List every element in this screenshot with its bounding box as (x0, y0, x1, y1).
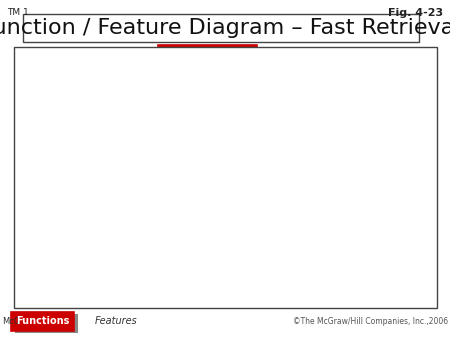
Text: Link to Component DRW: Link to Component DRW (117, 89, 211, 98)
Text: Web Based Access: Web Based Access (162, 116, 233, 125)
Text: Able to Store
Legacy Data: Able to Store Legacy Data (201, 239, 267, 259)
FancyBboxPatch shape (158, 45, 256, 73)
Text: Retrieve Specs by
Part Number: Retrieve Specs by Part Number (49, 239, 140, 259)
FancyBboxPatch shape (191, 230, 277, 267)
Text: Web Based Access: Web Based Access (130, 104, 201, 114)
Text: TM 1: TM 1 (7, 8, 28, 18)
FancyBboxPatch shape (342, 123, 414, 148)
FancyBboxPatch shape (45, 230, 144, 267)
Text: Features: Features (94, 316, 137, 327)
FancyBboxPatch shape (195, 233, 280, 270)
Text: Dialog Boxes: Dialog Boxes (27, 103, 76, 112)
Text: Fast Retrieval: Fast Retrieval (340, 130, 416, 140)
FancyBboxPatch shape (161, 48, 260, 76)
FancyBboxPatch shape (49, 233, 148, 270)
Text: Link to Component DRW: Link to Component DRW (27, 142, 121, 151)
Text: ©The McGraw/Hill Companies, Inc.,2006: ©The McGraw/Hill Companies, Inc.,2006 (292, 317, 448, 326)
Text: Readily Accessible: Readily Accessible (156, 54, 258, 64)
Text: Fig. 4-23: Fig. 4-23 (388, 8, 443, 19)
Text: Function / Feature Diagram – Fast Retrieval: Function / Feature Diagram – Fast Retrie… (0, 18, 450, 38)
Text: Dialog Boxes: Dialog Boxes (162, 97, 212, 106)
Text: Functions: Functions (16, 316, 69, 327)
FancyBboxPatch shape (346, 125, 418, 150)
Text: McG: McG (2, 317, 21, 326)
Text: Web Based Access: Web Based Access (27, 121, 98, 130)
